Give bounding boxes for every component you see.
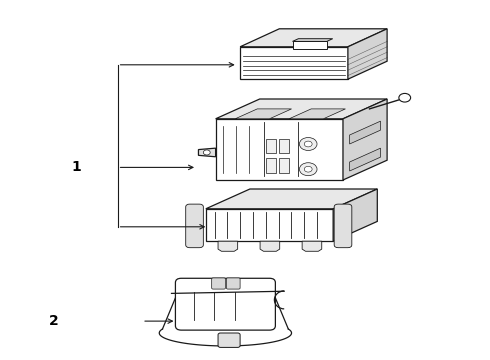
Polygon shape <box>293 39 333 41</box>
Text: 2: 2 <box>49 314 59 328</box>
Polygon shape <box>289 109 345 119</box>
Polygon shape <box>343 99 387 180</box>
Polygon shape <box>260 241 280 251</box>
Polygon shape <box>279 158 289 173</box>
Polygon shape <box>348 29 387 79</box>
Circle shape <box>399 94 411 102</box>
Polygon shape <box>198 148 216 157</box>
Circle shape <box>299 138 317 150</box>
Polygon shape <box>218 241 238 251</box>
Polygon shape <box>293 41 327 49</box>
Polygon shape <box>349 121 380 144</box>
Circle shape <box>304 141 312 147</box>
Circle shape <box>299 163 317 176</box>
Polygon shape <box>240 47 348 79</box>
FancyBboxPatch shape <box>175 278 275 330</box>
FancyBboxPatch shape <box>186 204 203 248</box>
Circle shape <box>304 166 312 172</box>
Circle shape <box>203 150 210 155</box>
Polygon shape <box>206 209 333 241</box>
FancyBboxPatch shape <box>218 333 240 347</box>
Polygon shape <box>235 109 292 119</box>
Polygon shape <box>216 119 343 180</box>
Polygon shape <box>267 158 276 173</box>
FancyBboxPatch shape <box>334 204 352 248</box>
Polygon shape <box>333 189 377 241</box>
Text: 1: 1 <box>71 161 81 174</box>
Polygon shape <box>279 139 289 153</box>
Polygon shape <box>206 189 377 209</box>
FancyBboxPatch shape <box>226 278 240 289</box>
Polygon shape <box>302 241 322 251</box>
Polygon shape <box>216 99 387 119</box>
Polygon shape <box>349 148 380 171</box>
Polygon shape <box>267 139 276 153</box>
FancyBboxPatch shape <box>212 278 225 289</box>
Polygon shape <box>240 29 387 47</box>
